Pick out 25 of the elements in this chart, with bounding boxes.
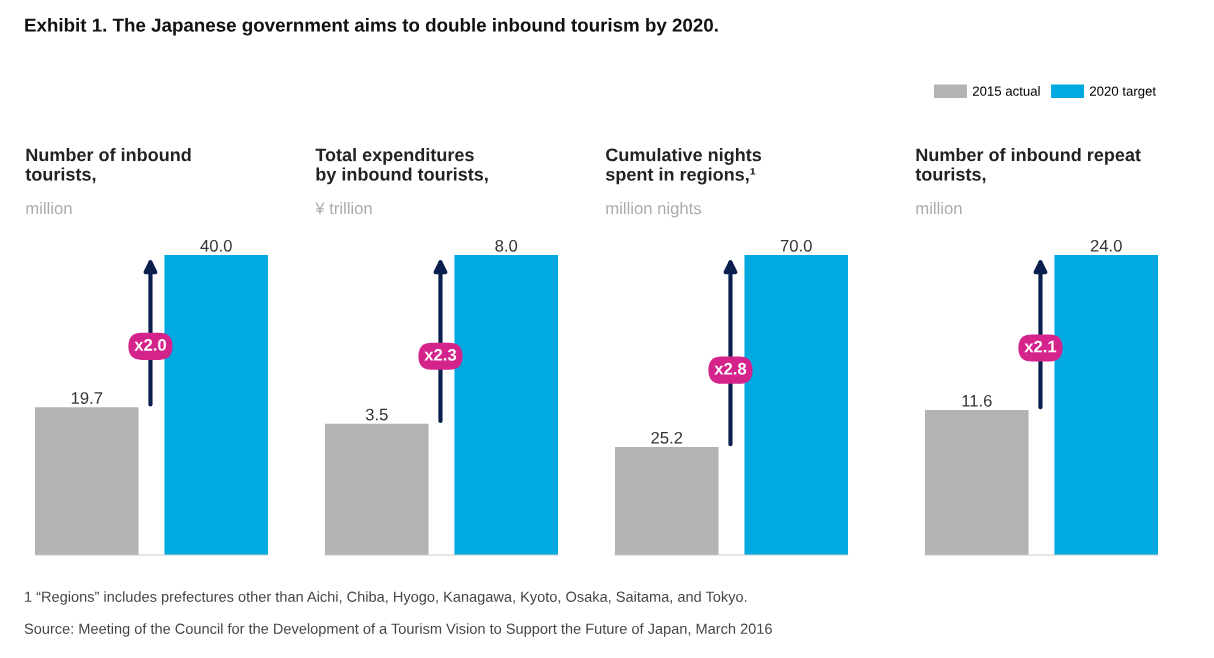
chart-title: Total expenditures by inbound tourists, (315, 148, 488, 185)
chart-title: Number of inbound tourists, (25, 148, 191, 184)
source-note: Source: Meeting of the Council for the Development of a Tourism Vision to Support the Future of Japan, March 2016 (24, 623, 772, 637)
data-label: 19.7 (71, 392, 103, 404)
chart-title: Cumulative nights spent in regions,¹ (605, 148, 762, 185)
chart-subtitle: million nights (606, 202, 702, 218)
chart-subtitle: million (916, 202, 962, 215)
text: Exhibit 1. The Japanese government aims to double inbound tourism by 2020. (25, 18, 718, 36)
data-label: 70.0 (780, 239, 812, 252)
annotation: x2.1 (1024, 340, 1057, 353)
data-label: 11.6 (962, 394, 992, 407)
annotation: x2.8 (714, 362, 747, 375)
legend-label: 2020 target (1089, 86, 1156, 99)
chart-title: Number of inbound repeat tourists, (915, 148, 1141, 184)
annotation: x2.0 (134, 339, 166, 351)
data-label: 25.2 (651, 431, 683, 444)
data-label: 3.5 (365, 408, 388, 421)
data-label: 40.0 (200, 239, 232, 252)
chart-subtitle: ¥ trillion (315, 202, 372, 215)
data-label: 8.0 (495, 239, 518, 252)
chart-subtitle: million (26, 202, 72, 215)
text: 1 “Regions” includes prefectures other than Aichi, Chiba, Hyogo, Kanagawa, Kyoto, Osaka, Saitama, and Tokyo. (25, 591, 747, 605)
annotation: x2.3 (424, 348, 457, 361)
data-label: 24.0 (1090, 239, 1122, 252)
legend-label: 2015 actual (972, 86, 1040, 96)
